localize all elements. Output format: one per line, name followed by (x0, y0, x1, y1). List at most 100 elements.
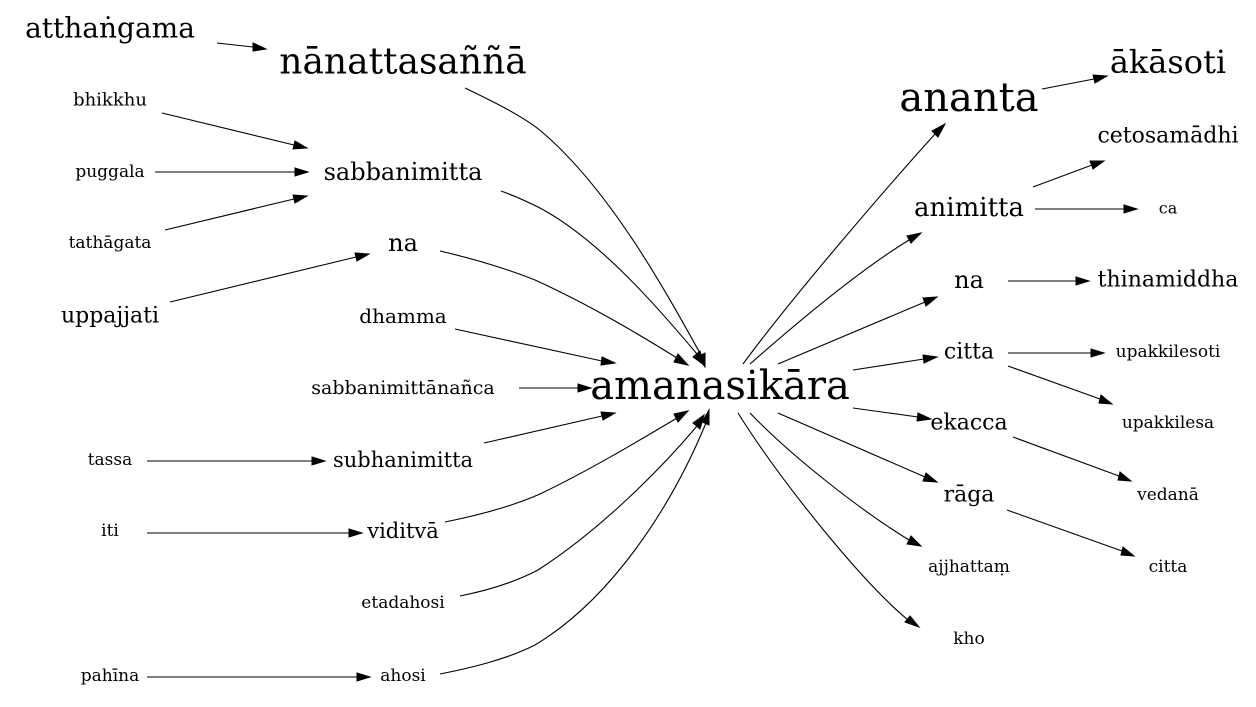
edge-uppajjati-to-na_left (169, 252, 371, 303)
node-pahina: pahīna (81, 666, 140, 686)
edge-line (737, 412, 909, 621)
edge-na_left-to-amanasikara (439, 250, 690, 366)
edge-raga-to-citta_2 (1006, 509, 1136, 557)
edge-amanasikara-to-ananta (742, 122, 947, 365)
node-akasoti: ākāsoti (1110, 43, 1226, 81)
arrowhead-icon (1123, 204, 1139, 214)
edge-line (1006, 509, 1123, 552)
edge-line (852, 407, 919, 418)
arrowhead-icon (600, 356, 617, 366)
edge-na_right-to-thinamiddha (1008, 276, 1091, 286)
edge-line (852, 358, 925, 371)
edge-nanattasanna-to-amanasikara (464, 87, 706, 369)
arrowhead-icon (1075, 276, 1091, 286)
node-ajjhattam: ajjhattaṃ (928, 557, 1010, 577)
edge-amanasikara-to-raga (777, 412, 939, 483)
arrowhead-icon (922, 354, 939, 364)
node-thinamiddha: thinamiddha (1098, 268, 1239, 293)
edge-amanasikara-to-ajjhattam (749, 412, 923, 547)
node-vedana: vedanā (1136, 485, 1199, 505)
edge-line (1032, 164, 1093, 188)
node-dhamma: dhamma (359, 304, 447, 328)
edge-citta_1-to-upakkilesa (1007, 365, 1114, 405)
edge-line (1012, 436, 1120, 477)
node-bhikkhu: bhikkhu (73, 90, 147, 111)
edge-line (459, 425, 698, 597)
node-subhanimitta: subhanimitta (333, 448, 473, 472)
edge-ananta-to-akasoti (1041, 74, 1109, 90)
arrowhead-icon (252, 42, 268, 52)
edge-line (439, 250, 678, 359)
edge-viditva-to-amanasikara (444, 410, 690, 523)
arrowhead-icon (1117, 471, 1133, 482)
edge-line (164, 198, 295, 231)
node-sabbanimitta: sabbanimitta (324, 158, 483, 186)
node-puggala: puggala (75, 162, 144, 182)
node-raga: rāga (944, 483, 995, 508)
node-na-right: na (954, 266, 984, 294)
node-kho: kho (953, 629, 985, 649)
arrowhead-icon (292, 140, 309, 150)
arrowhead-icon (1120, 546, 1136, 557)
arrowhead-icon (600, 411, 617, 421)
edge-animitta-to-ca (1035, 204, 1139, 214)
edge-line (749, 239, 910, 365)
node-upakkilesoti: upakkilesoti (1116, 342, 1221, 362)
edge-ahosi-to-amanasikara (439, 408, 710, 675)
edge-line (777, 301, 926, 365)
edge-line (444, 417, 678, 523)
edge-line (1041, 78, 1095, 90)
edge-line (454, 328, 603, 362)
arrowhead-icon (692, 350, 705, 367)
edge-amanasikara-to-kho (737, 412, 921, 629)
edge-amanasikara-to-ekacca (852, 407, 933, 422)
edge-line (169, 256, 357, 303)
edge-line (216, 42, 254, 48)
arrowhead-icon (916, 412, 933, 422)
arrowhead-icon (1092, 74, 1109, 84)
edge-line (777, 412, 926, 478)
edge-tassa-to-subhanimitta (147, 456, 327, 466)
node-uppajjati: uppajjati (61, 304, 159, 329)
arrowhead-icon (356, 672, 372, 682)
node-ekacca: ekacca (930, 411, 1007, 436)
node-cetosamadhi: cetosamādhi (1097, 124, 1238, 149)
edges-layer (147, 42, 1139, 682)
node-sabbanimittananca: sabbanimittānañca (311, 377, 495, 399)
edge-line (1007, 365, 1101, 400)
edge-sabbanimitta-to-amanasikara (500, 190, 705, 367)
arrowhead-icon (1089, 160, 1106, 170)
edge-line (483, 415, 603, 444)
edge-amanasikara-to-na_right (777, 296, 939, 365)
edge-animitta-to-cetosamadhi (1032, 160, 1106, 188)
arrowhead-icon (673, 410, 690, 423)
edge-citta_1-to-upakkilesoti (1008, 348, 1106, 358)
arrowhead-icon (354, 252, 371, 262)
edge-line (161, 112, 295, 146)
arrowhead-icon (292, 194, 309, 204)
edge-ekacca-to-vedana (1012, 436, 1133, 482)
edge-subhanimitta-to-amanasikara (483, 411, 617, 444)
arrowhead-icon (294, 167, 310, 177)
node-citta-2: citta (1149, 557, 1188, 577)
edge-line (500, 190, 698, 355)
edge-bhikkhu-to-sabbanimitta (161, 112, 309, 150)
arrowhead-icon (922, 296, 939, 307)
node-citta-1: citta (944, 340, 994, 365)
arrowhead-icon (1098, 394, 1114, 405)
arrowhead-icon (931, 122, 947, 138)
node-ananta: ananta (899, 75, 1038, 121)
arrowhead-icon (906, 232, 923, 244)
node-na-left: na (388, 229, 418, 257)
node-etadahosi: etadahosi (361, 593, 445, 613)
arrowhead-icon (701, 408, 710, 426)
edge-puggala-to-sabbanimitta (155, 167, 310, 177)
arrowhead-icon (922, 472, 939, 483)
arrowhead-icon (348, 528, 364, 538)
node-ahosi: ahosi (380, 666, 426, 686)
node-atthangama: atthaṅgama (25, 12, 195, 45)
node-iti: iti (101, 521, 119, 541)
arrowhead-icon (906, 535, 923, 547)
edge-line (439, 422, 707, 675)
node-tassa: tassa (88, 450, 133, 470)
